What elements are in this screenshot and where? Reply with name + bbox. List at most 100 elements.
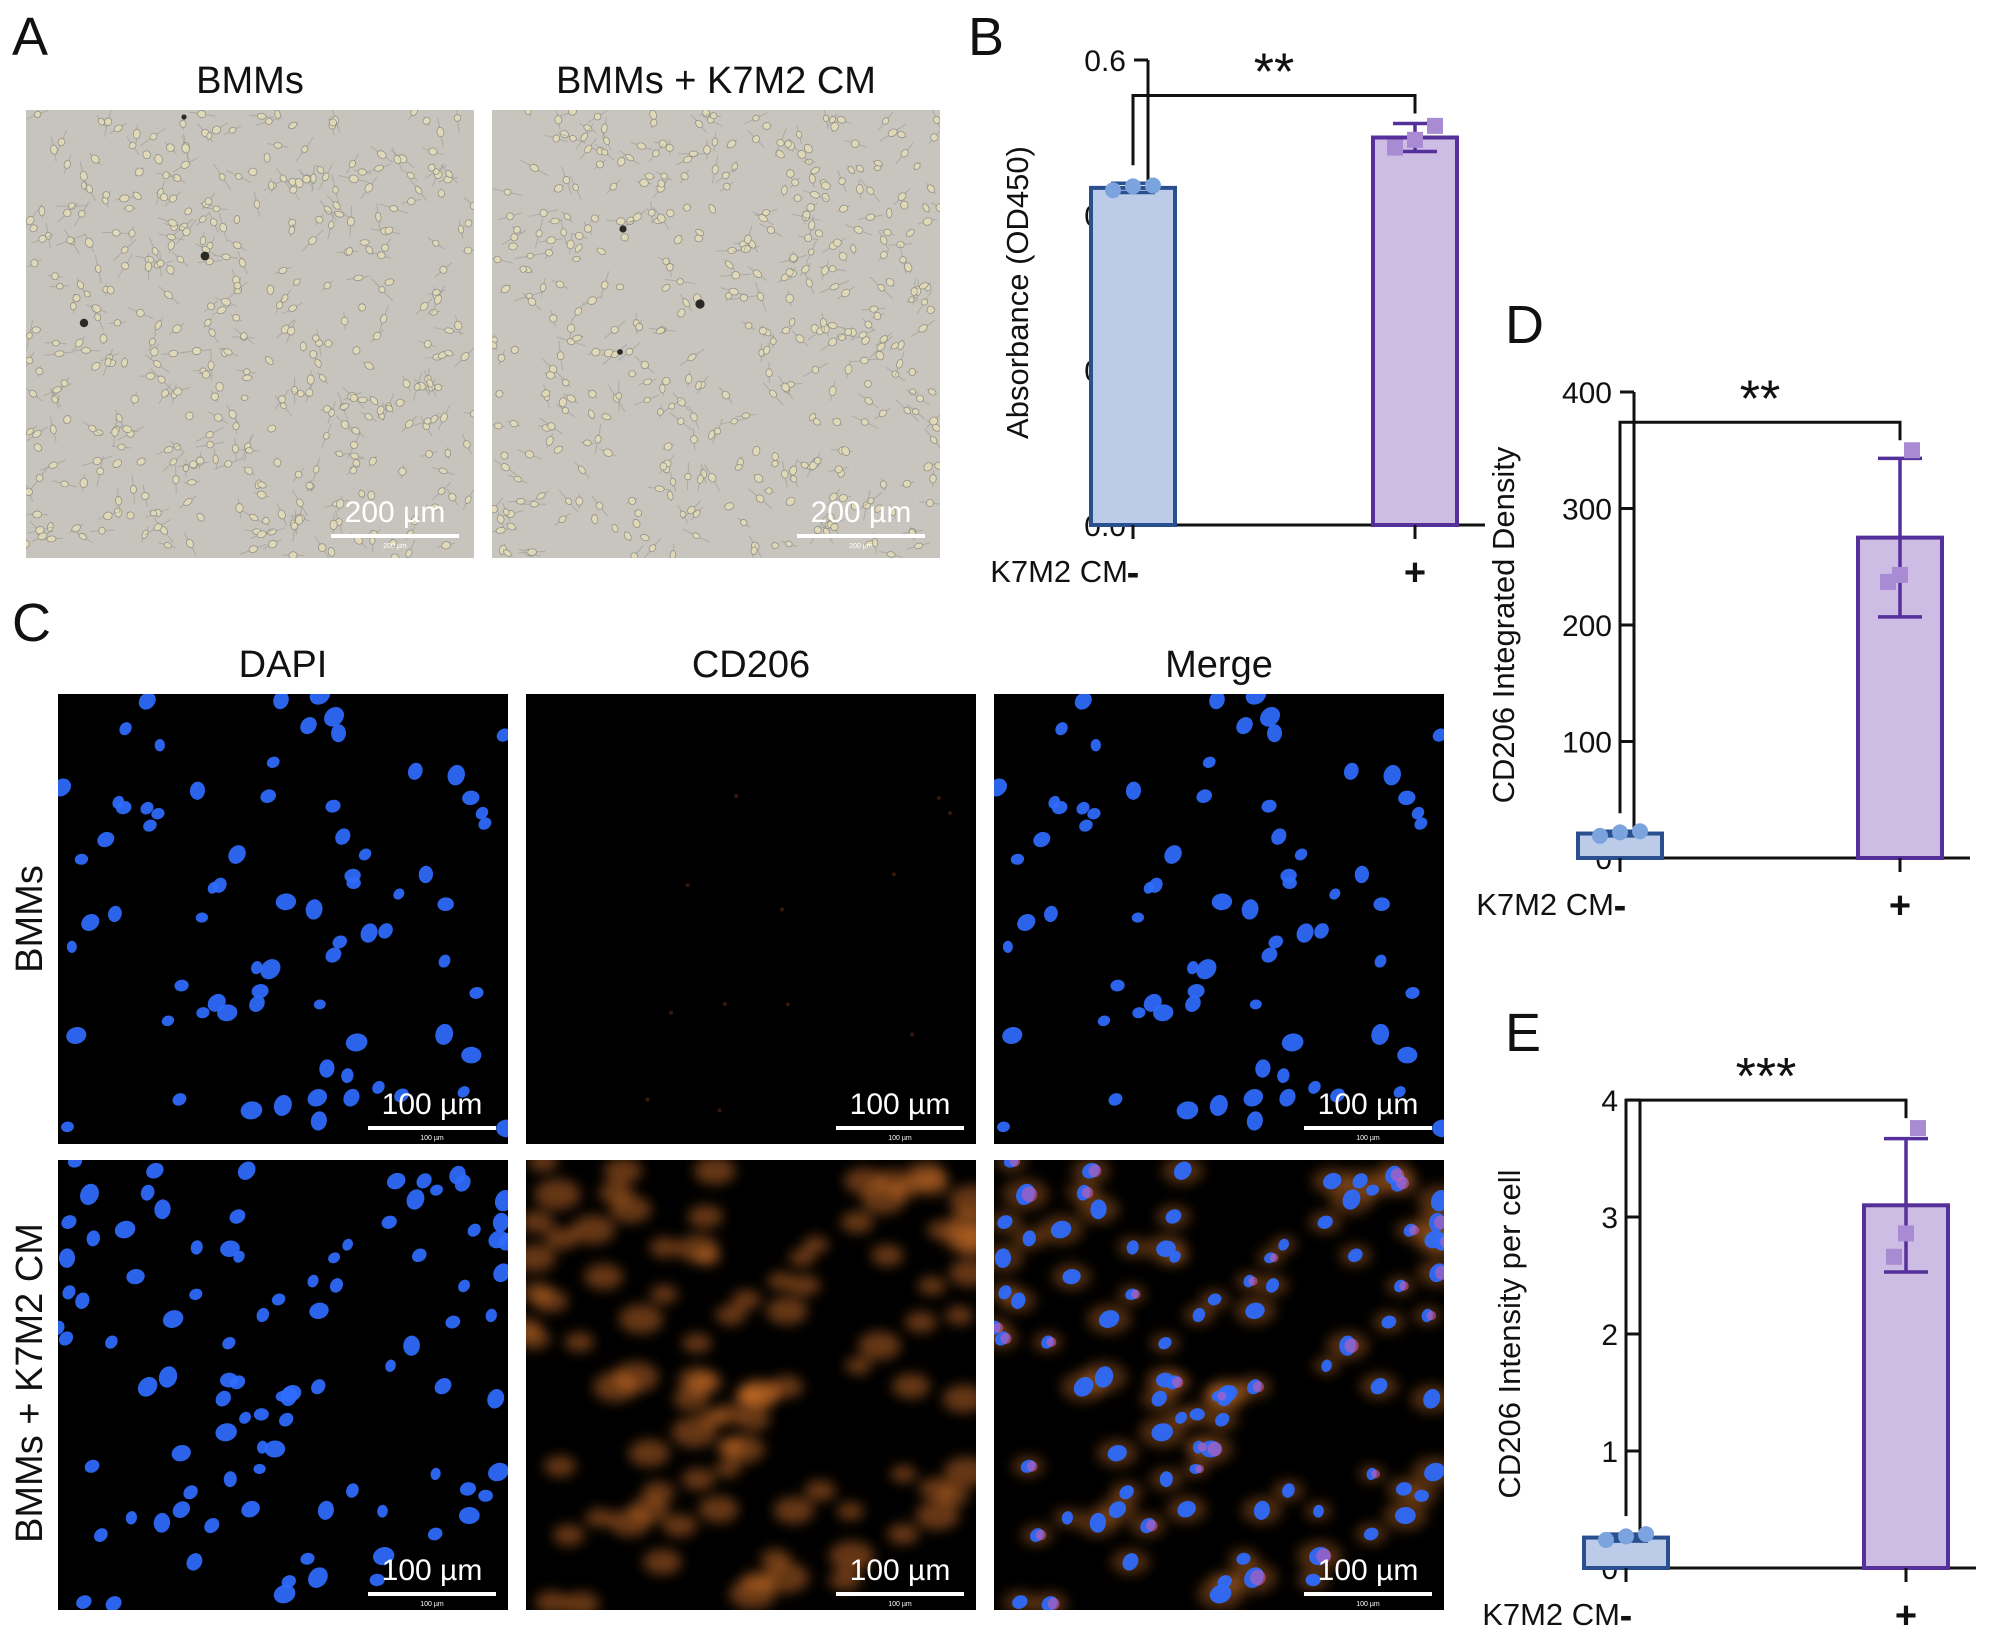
- cell: [422, 147, 444, 156]
- cell: [492, 339, 498, 352]
- cell: [669, 543, 676, 558]
- cell: [117, 254, 133, 278]
- cell: [366, 163, 392, 173]
- cell: [162, 452, 185, 472]
- x-category-label: -: [1127, 552, 1140, 594]
- cd206-speck: [645, 1097, 650, 1102]
- cell: [869, 335, 893, 359]
- cell: [545, 432, 554, 449]
- cell: [177, 460, 209, 469]
- cell: [500, 451, 509, 460]
- cell: [196, 512, 205, 522]
- cell: [926, 305, 936, 315]
- cell: [932, 110, 940, 131]
- y-tick-label: 3: [1601, 1202, 1618, 1235]
- merge-signal: [994, 1160, 1444, 1610]
- cell: [232, 418, 240, 435]
- scale-bar: 200 µm 200 µm: [331, 484, 459, 550]
- cell: [233, 214, 241, 225]
- cell: [606, 179, 621, 194]
- cell: [464, 218, 473, 228]
- data-point: [1638, 1526, 1654, 1543]
- cell: [659, 380, 666, 397]
- cell: [274, 110, 281, 121]
- cell: [879, 550, 904, 558]
- cell: [49, 283, 70, 290]
- cell: [836, 204, 851, 213]
- cell: [360, 412, 377, 422]
- nuclei: [994, 694, 1444, 1138]
- scale-bar-line: [331, 534, 459, 538]
- cell: [461, 434, 472, 455]
- fluorescence-dapi-bmms-k7m2: 100 µm 100 µm: [58, 1160, 508, 1610]
- cell: [333, 450, 345, 457]
- cell: [615, 380, 623, 412]
- nuclei: [58, 694, 508, 1138]
- cell: [494, 389, 505, 398]
- scale-bar-tiny-label: 100 µm: [1356, 1135, 1380, 1142]
- cell: [433, 327, 465, 335]
- merge-signal: [994, 694, 1444, 1138]
- cell: [617, 342, 641, 362]
- cell: [583, 221, 593, 236]
- cell: [858, 393, 879, 409]
- brightfield-cells: [26, 110, 474, 558]
- cell: [457, 219, 465, 239]
- cell: [96, 455, 105, 487]
- cell: [79, 473, 88, 492]
- cell: [906, 403, 926, 420]
- cell: [103, 110, 113, 137]
- cell: [294, 505, 304, 535]
- cell: [239, 543, 267, 555]
- data-point: [1618, 1528, 1634, 1545]
- debris: [79, 318, 89, 328]
- significance-label: ***: [1736, 1048, 1797, 1106]
- cell: [837, 170, 847, 193]
- cell: [345, 246, 353, 257]
- cell: [758, 324, 768, 338]
- cell: [275, 297, 284, 314]
- cell: [255, 116, 283, 126]
- cell: [672, 392, 691, 412]
- cell: [294, 177, 304, 189]
- cell: [403, 170, 418, 181]
- cell: [454, 315, 463, 336]
- cell: [253, 191, 261, 218]
- cell: [834, 493, 852, 503]
- cd206-speck: [717, 1108, 722, 1113]
- cell: [659, 460, 668, 472]
- cell: [571, 301, 586, 322]
- cell: [619, 150, 640, 165]
- cell: [317, 371, 329, 385]
- cell: [803, 143, 813, 154]
- cell: [227, 239, 247, 252]
- cell: [643, 172, 656, 180]
- cell: [321, 423, 332, 449]
- nuclei: [994, 1160, 1444, 1610]
- cell: [666, 257, 674, 278]
- cell: [26, 110, 49, 120]
- cell: [652, 327, 668, 335]
- cell: [127, 306, 154, 320]
- cell: [569, 174, 582, 200]
- cell: [529, 209, 559, 218]
- cell: [553, 184, 565, 193]
- cell: [188, 110, 216, 119]
- cell: [820, 332, 846, 352]
- scale-bar-label: 100 µm: [849, 1088, 951, 1121]
- cell: [340, 311, 349, 331]
- cell: [462, 489, 474, 511]
- panel-letter-c: C: [12, 593, 51, 653]
- cell: [213, 458, 243, 470]
- cell: [821, 192, 830, 203]
- cell: [669, 412, 693, 431]
- data-point: [1105, 182, 1121, 199]
- cell: [606, 217, 636, 226]
- cell: [166, 263, 175, 277]
- y-tick-label: 200: [1562, 610, 1612, 643]
- cell: [63, 154, 72, 175]
- cell: [263, 152, 271, 163]
- cell: [677, 308, 686, 318]
- cell: [128, 226, 136, 241]
- cell: [212, 448, 219, 470]
